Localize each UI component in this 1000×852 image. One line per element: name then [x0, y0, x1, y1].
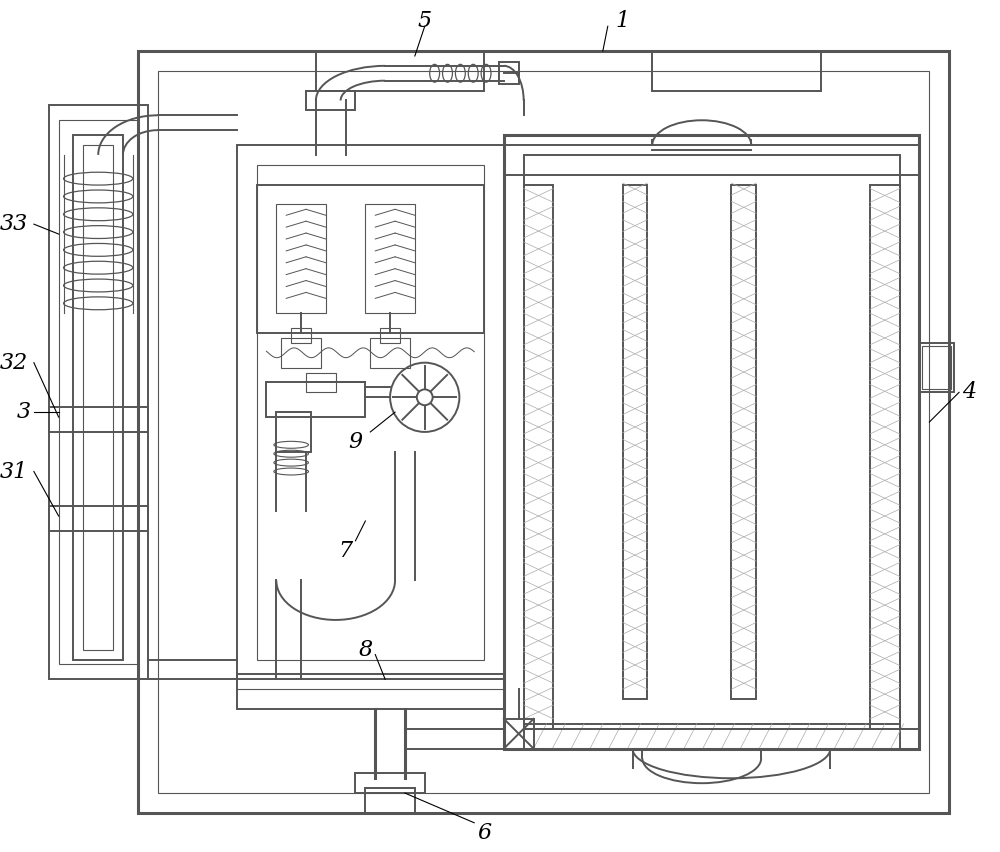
Bar — [499, 62, 519, 83]
Bar — [83, 145, 113, 649]
Text: 31: 31 — [0, 461, 28, 482]
Bar — [355, 774, 425, 793]
Bar — [281, 338, 321, 367]
Bar — [731, 185, 756, 699]
Bar — [158, 71, 929, 793]
Bar — [922, 346, 951, 389]
Bar — [257, 164, 484, 659]
Bar — [237, 145, 504, 679]
Bar — [257, 185, 484, 333]
Text: 32: 32 — [0, 352, 28, 374]
Bar — [623, 185, 647, 699]
Bar — [919, 343, 954, 393]
Text: 33: 33 — [0, 213, 28, 235]
Text: 3: 3 — [17, 401, 31, 423]
Bar — [237, 674, 504, 709]
Bar — [49, 506, 148, 531]
Bar — [370, 338, 410, 367]
Bar — [504, 135, 919, 749]
Bar — [49, 407, 148, 432]
Text: 6: 6 — [477, 821, 491, 843]
Bar — [59, 120, 138, 665]
Bar — [365, 204, 415, 314]
Bar — [306, 90, 355, 111]
Bar — [276, 412, 311, 452]
Text: 1: 1 — [616, 10, 630, 32]
Text: 4: 4 — [962, 382, 976, 403]
Bar — [504, 145, 919, 175]
Bar — [138, 51, 949, 813]
Bar — [380, 328, 400, 343]
Text: 7: 7 — [339, 539, 353, 561]
Bar — [291, 328, 311, 343]
Bar — [306, 372, 336, 393]
Bar — [524, 155, 900, 728]
Bar — [870, 185, 900, 728]
Bar — [652, 51, 821, 90]
Bar — [365, 788, 415, 813]
Bar — [504, 719, 534, 749]
Text: 5: 5 — [418, 10, 432, 32]
Bar — [276, 204, 326, 314]
Text: 8: 8 — [358, 639, 372, 660]
Bar — [266, 383, 365, 417]
Bar — [73, 135, 123, 659]
Bar — [524, 724, 900, 749]
Bar — [316, 51, 484, 90]
Text: 9: 9 — [348, 431, 363, 452]
Bar — [524, 185, 553, 728]
Bar — [49, 106, 148, 679]
